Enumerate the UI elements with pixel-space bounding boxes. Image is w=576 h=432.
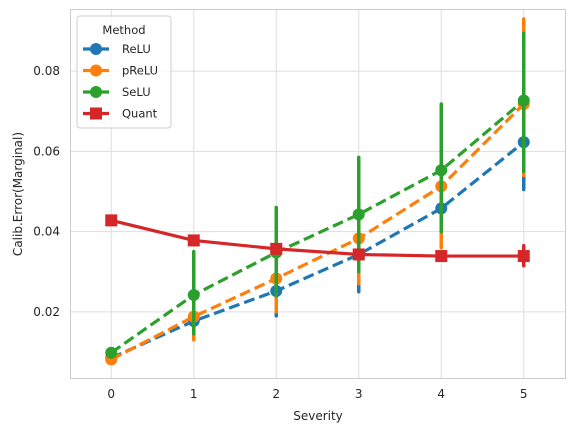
series-selu — [105, 31, 530, 359]
x-axis-label: Severity — [293, 409, 343, 423]
legend-item-relu: ReLU — [83, 42, 151, 56]
series-quant — [105, 214, 530, 268]
series-line — [110, 102, 525, 361]
legend-label: Quant — [122, 107, 158, 121]
legend-item-prelu: pReLU — [83, 64, 158, 78]
data-point — [517, 250, 530, 263]
y-axis-ticks: 0.02 0.04 0.06 0.08 — [33, 64, 60, 319]
legend-label: SeLU — [122, 85, 151, 99]
legend-label: pReLU — [122, 64, 158, 78]
y-tick-label: 0.06 — [33, 144, 60, 158]
series-layer — [105, 17, 530, 366]
legend-marker — [90, 64, 102, 77]
legend-title: Method — [102, 23, 145, 37]
x-tick-label: 5 — [520, 387, 528, 401]
x-tick-label: 1 — [190, 387, 198, 401]
legend-marker — [90, 107, 102, 120]
legend-item-selu: SeLU — [83, 85, 151, 99]
y-tick-label: 0.04 — [33, 225, 60, 239]
data-point — [270, 242, 283, 255]
x-tick-label: 0 — [107, 387, 115, 401]
x-tick-label: 3 — [355, 387, 363, 401]
y-tick-label: 0.02 — [33, 305, 60, 319]
legend-marker — [90, 43, 102, 55]
data-point — [435, 164, 448, 177]
data-point — [352, 208, 365, 221]
x-tick-label: 4 — [437, 387, 445, 401]
data-point — [187, 234, 200, 247]
legend-box — [76, 15, 172, 129]
legend-label: ReLU — [122, 42, 151, 56]
x-tick-label: 2 — [272, 387, 280, 401]
series-line — [110, 99, 525, 355]
data-point — [105, 346, 118, 359]
legend-marker — [90, 86, 102, 98]
data-point — [435, 250, 448, 263]
data-point — [105, 214, 118, 227]
data-point — [517, 94, 530, 107]
x-axis-ticks: 0 1 2 3 4 5 — [107, 387, 527, 401]
y-axis-label: Calib.Error(Marginal) — [11, 132, 25, 256]
series-relu — [105, 93, 530, 364]
series-line — [110, 218, 524, 258]
legend: Method ReLU pReLU SeLU Quant — [76, 15, 172, 129]
plot-frame — [70, 9, 566, 379]
data-point — [352, 248, 365, 261]
legend-item-quant: Quant — [83, 107, 158, 121]
y-tick-label: 0.08 — [33, 64, 60, 78]
data-point — [187, 288, 200, 301]
